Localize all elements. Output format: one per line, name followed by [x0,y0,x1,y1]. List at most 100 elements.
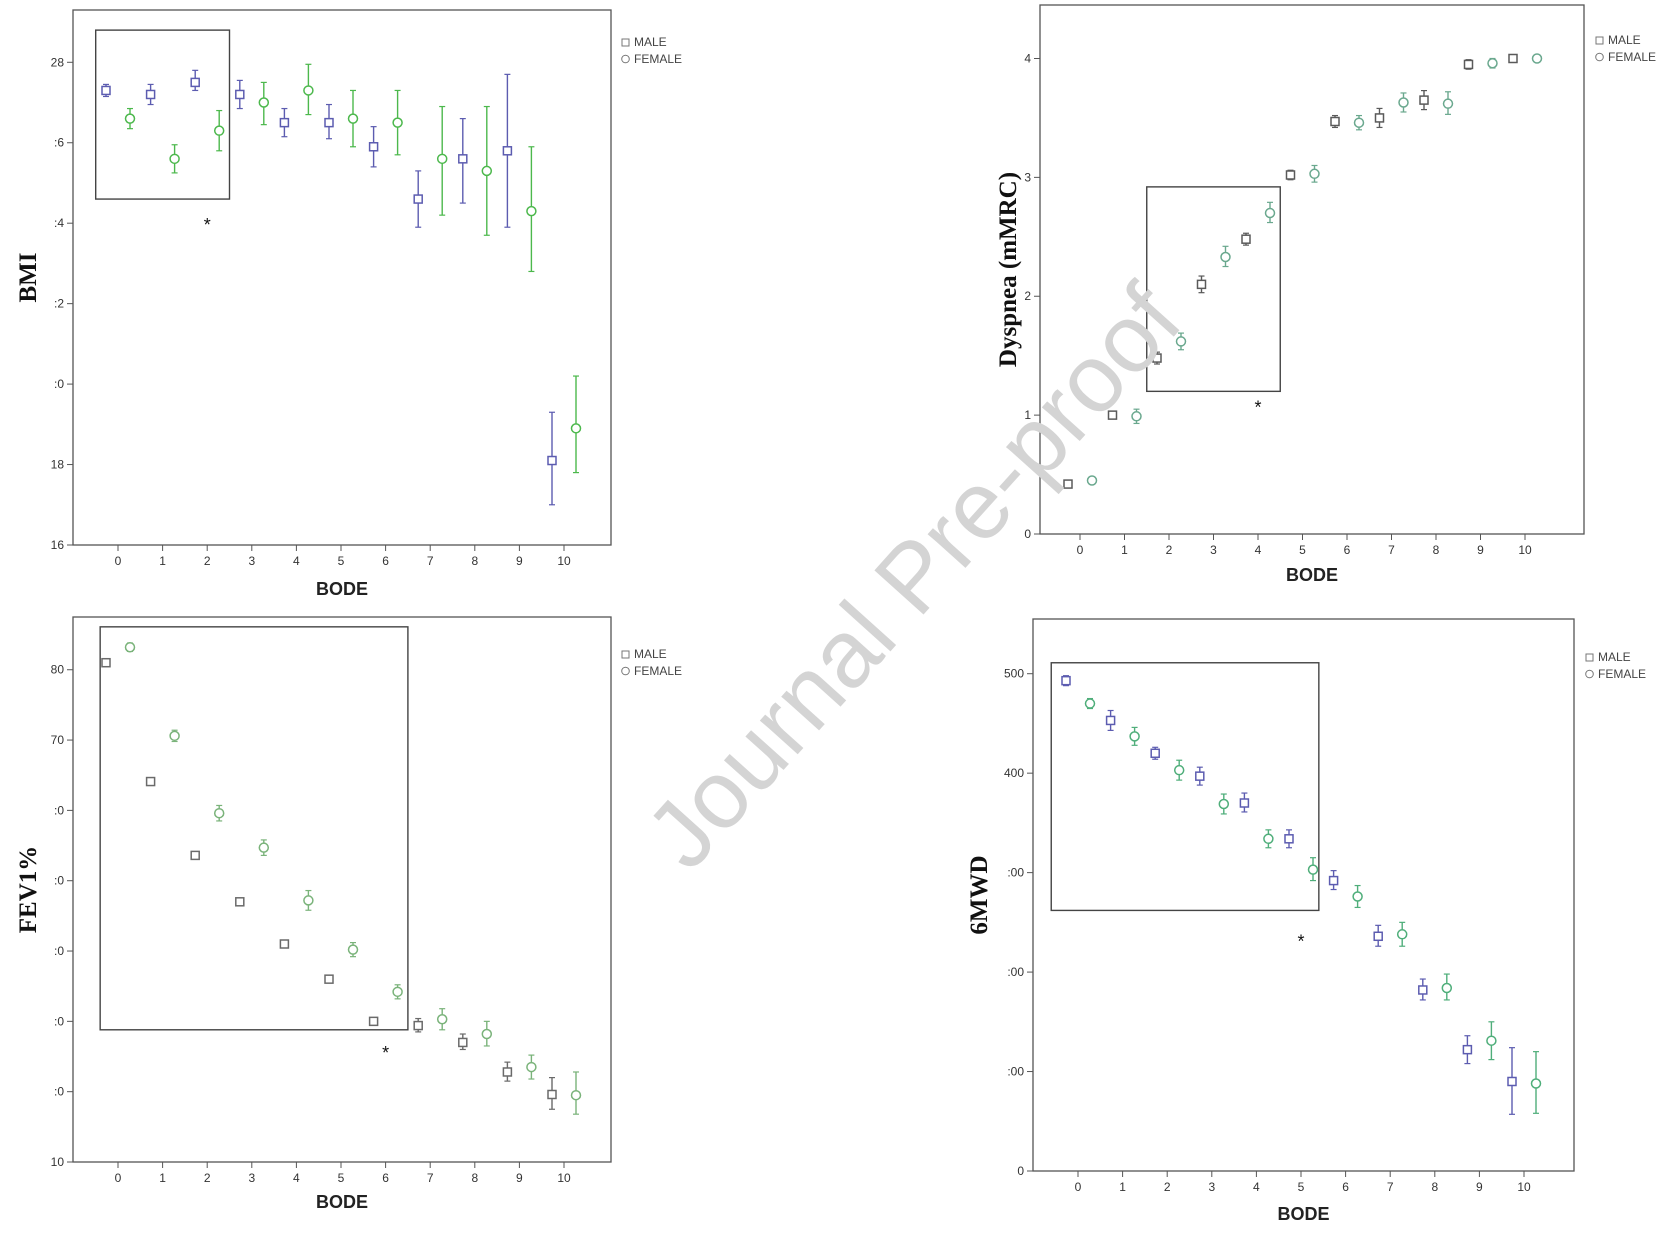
marker-square [502,146,513,156]
data-point [1239,792,1250,813]
data-point [145,83,156,106]
legend-label-male: MALE [634,647,667,661]
marker-circle [526,205,537,217]
significance-marker: * [1297,931,1304,951]
data-point [1531,53,1543,64]
marker-circle [1353,117,1365,128]
marker-circle [570,1089,582,1101]
x-tick-label: 1 [159,554,166,568]
y-axis-title: Dyspnea (mMRC) [995,172,1022,367]
highlight-box [94,29,231,200]
marker-circle [258,97,270,108]
y-tick-label: 2 [1024,289,1031,303]
data-point [1196,275,1207,294]
data-point [1086,475,1098,486]
x-tick-label: 4 [1253,1180,1260,1194]
marker-square [279,117,290,128]
data-point [413,170,423,228]
data-point [279,107,290,138]
x-tick-label: 7 [1388,543,1395,557]
data-point [1285,169,1296,181]
data-point [1195,766,1205,786]
data-point [1105,709,1116,731]
marker-circle [169,730,180,742]
legend: MALE FEMALE [1585,650,1646,681]
marker-circle [1131,411,1142,422]
data-point [1442,91,1454,115]
x-tick-label: 6 [382,554,389,568]
data-point [436,105,448,216]
x-axis-title: BODE [316,579,368,599]
x-tick-label: 10 [557,1171,571,1185]
marker-square [1195,771,1205,781]
data-point [547,411,557,506]
data-point [1441,973,1453,1001]
data-point [235,79,245,110]
y-tick-label: :00 [1007,1065,1024,1079]
marker-circle [1487,57,1498,69]
marker-square [1419,95,1429,105]
data-point [303,889,314,911]
data-point [258,81,270,126]
data-point [413,1017,423,1033]
data-point [1152,351,1162,365]
y-tick-label: 1 [1024,408,1031,422]
x-tick-label: 8 [471,1171,478,1185]
marker-square [324,117,334,128]
x-tick-label: 3 [248,554,255,568]
plot-frame [1032,618,1575,1172]
data-point [1463,59,1474,70]
marker-square [190,850,200,861]
legend-label-female: FEMALE [1598,667,1646,681]
data-point [1061,675,1071,687]
data-point [303,63,314,116]
marker-square [502,1067,513,1077]
marker-circle [258,842,270,853]
y-tick-label: :6 [54,136,64,150]
marker-square [1507,1076,1517,1087]
marker-square [1418,985,1428,995]
data-point [213,109,225,152]
marker-square [1152,353,1162,363]
data-point [1374,107,1385,129]
x-tick-label: 8 [1431,1180,1438,1194]
data-point [1220,245,1231,268]
marker-circle [570,423,582,434]
data-point [1328,870,1339,891]
y-tick-label: :0 [54,803,64,817]
marker-square [190,77,200,88]
data-point [190,69,200,92]
data-point [1462,1035,1473,1065]
marker-circle [1084,698,1096,709]
y-tick-label: 3 [1024,170,1031,184]
marker-square [413,194,423,204]
marker-circle [1309,168,1320,180]
data-point [481,1020,493,1047]
data-point [392,89,403,156]
significance-marker: * [382,1043,389,1063]
data-point [101,657,111,668]
marker-square [101,85,111,96]
marker-circle [347,944,359,955]
y-tick-label: 80 [51,663,65,677]
data-point [190,850,200,861]
x-tick-label: 9 [516,554,523,568]
marker-square [1150,748,1160,759]
data-point [169,729,180,743]
y-tick-label: 4 [1024,51,1031,65]
marker-circle [481,1028,493,1040]
marker-circle [1175,336,1187,347]
marker-square [1061,675,1071,686]
data-point [169,144,180,174]
x-tick-label: 0 [115,554,122,568]
marker-square [1241,234,1251,244]
data-point [1373,924,1383,947]
marker-square [1063,479,1073,489]
data-point [570,1071,582,1115]
legend: MALE FEMALE [621,35,682,66]
data-point [481,105,493,236]
marker-square [235,89,245,100]
y-tick-label: :0 [54,1085,64,1099]
data-point [458,118,468,204]
